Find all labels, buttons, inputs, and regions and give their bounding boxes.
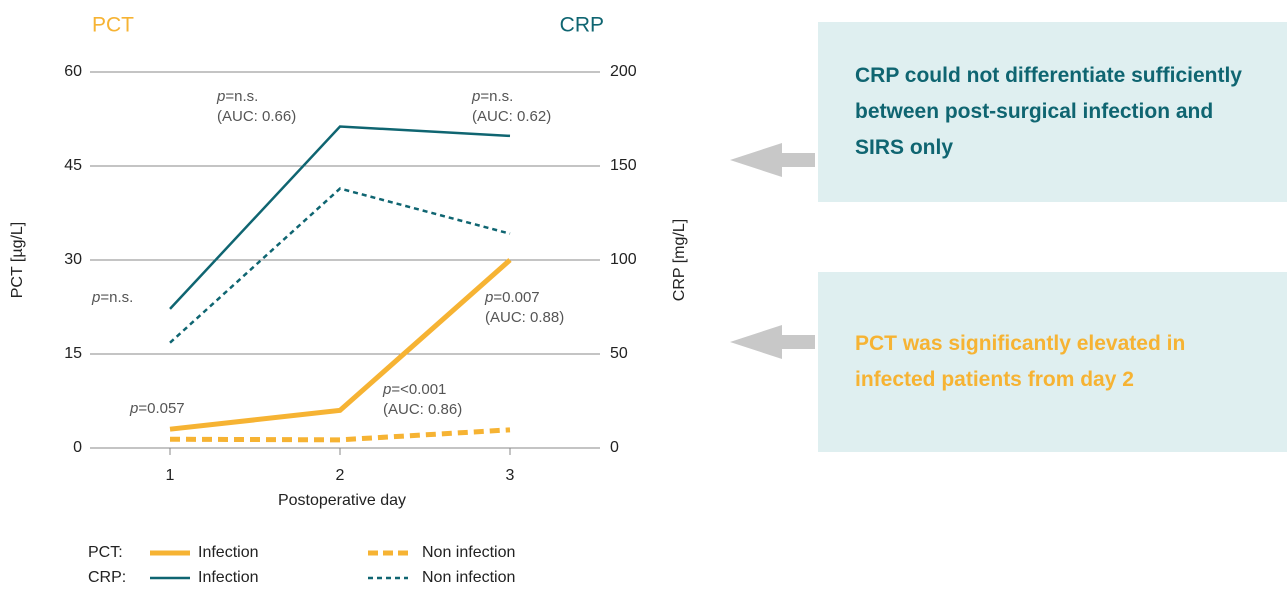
y2-tick-label: 200 xyxy=(610,63,637,80)
annotation-auc: (AUC: 0.88) xyxy=(485,309,564,326)
annotation: p=<0.001 xyxy=(382,381,446,398)
annotation: p=n.s. xyxy=(471,88,513,105)
x-label: Postoperative day xyxy=(278,492,406,509)
y2-tick-label: 50 xyxy=(610,345,628,362)
legend-label: Infection xyxy=(198,544,258,561)
legend-label: Infection xyxy=(198,569,258,586)
y-title: PCT xyxy=(92,14,134,37)
annotation-p: p xyxy=(484,289,493,306)
y-label: PCT [µg/L] xyxy=(9,222,26,299)
y-tick-label: 15 xyxy=(64,345,82,362)
arrow xyxy=(730,325,815,359)
x-tick-label: 2 xyxy=(336,467,345,484)
series-line xyxy=(169,427,511,443)
y-tick-label: 45 xyxy=(64,157,82,174)
annotation-text: =0.007 xyxy=(493,289,539,306)
annotation-auc: (AUC: 0.86) xyxy=(383,401,462,418)
legend-label: Non infection xyxy=(422,569,515,586)
x-tick-label: 3 xyxy=(506,467,515,484)
annotation-text: =n.s. xyxy=(225,88,258,105)
legend-group: PCT: xyxy=(88,544,123,561)
y-tick-label: 60 xyxy=(64,63,82,80)
annotation: p=n.s. xyxy=(216,88,258,105)
y2-tick-label: 150 xyxy=(610,157,637,174)
annotation-text: =n.s. xyxy=(480,88,513,105)
callout: PCT was significantly elevated in infect… xyxy=(818,272,1287,452)
annotation-p: p xyxy=(471,88,480,105)
annotation-auc: (AUC: 0.66) xyxy=(217,108,296,125)
annotation-p: p xyxy=(91,289,100,306)
x-tick-label: 1 xyxy=(166,467,175,484)
y2-label: CRP [mg/L] xyxy=(671,219,688,301)
annotation: p=0.057 xyxy=(129,400,185,417)
annotation-p: p xyxy=(382,381,391,398)
y2-tick-label: 100 xyxy=(610,251,637,268)
callout: CRP could not differentiate sufficiently… xyxy=(818,22,1287,202)
annotation-p: p xyxy=(129,400,138,417)
y2-tick-label: 0 xyxy=(610,439,619,456)
y-tick-label: 30 xyxy=(64,251,82,268)
series-line xyxy=(169,125,511,310)
annotation-auc: (AUC: 0.62) xyxy=(472,108,551,125)
annotation-text: =<0.001 xyxy=(391,381,446,398)
y2-title: CRP xyxy=(560,14,604,37)
series-line xyxy=(169,258,512,432)
y-tick-label: 0 xyxy=(73,439,82,456)
annotation-p: p xyxy=(216,88,225,105)
legend-group: CRP: xyxy=(88,569,126,586)
annotation: p=n.s. xyxy=(91,289,133,306)
arrow xyxy=(730,143,815,177)
annotation-text: =n.s. xyxy=(100,289,133,306)
annotation-text: =0.057 xyxy=(138,400,184,417)
legend-label: Non infection xyxy=(422,544,515,561)
annotation: p=0.007 xyxy=(484,289,540,306)
series-line xyxy=(169,187,511,344)
